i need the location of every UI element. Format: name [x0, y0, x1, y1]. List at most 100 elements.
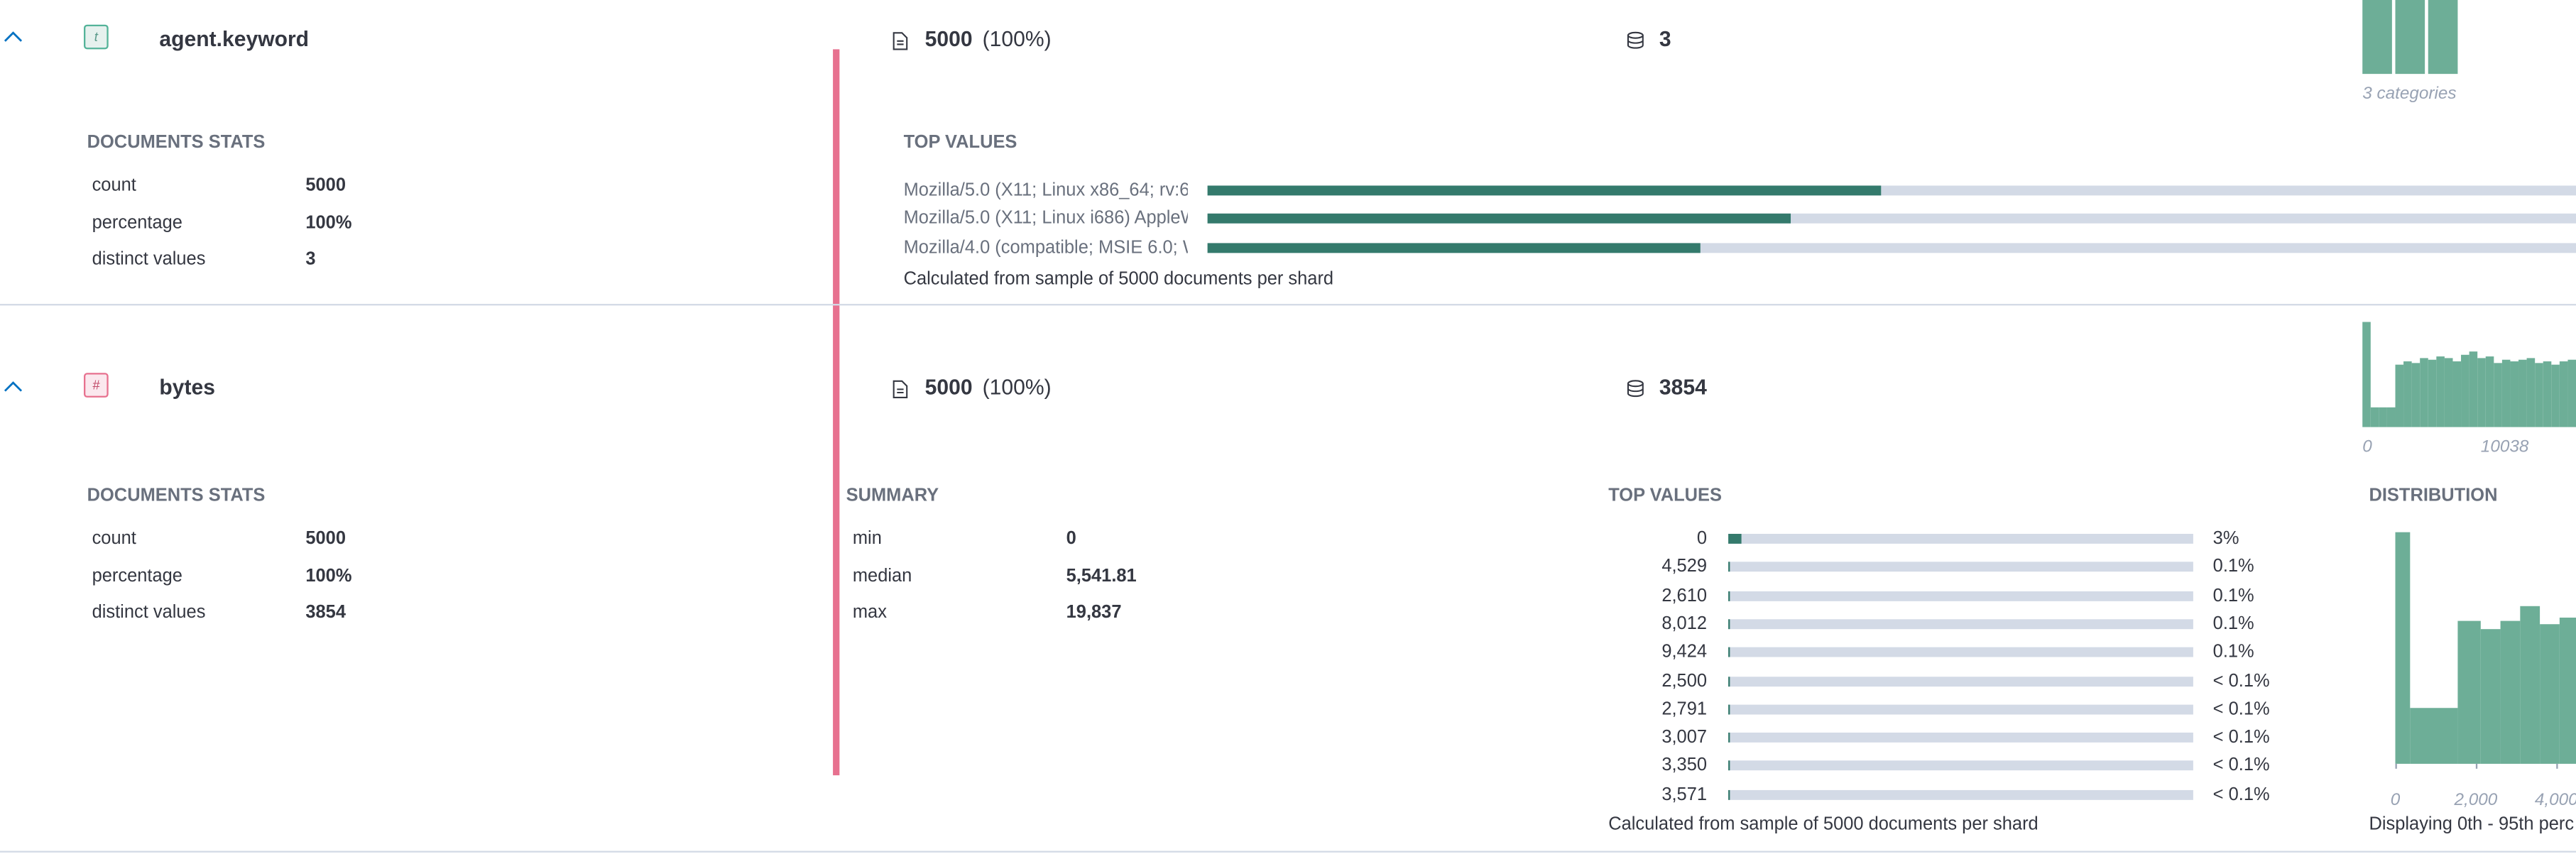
stat-label: max — [852, 603, 887, 623]
top-value-label: Mozilla/4.0 (compatible; MSIE 6.0; W — [903, 237, 1188, 258]
stat-label: distinct values — [92, 249, 206, 270]
mini-bar — [2403, 361, 2412, 427]
bar-track — [1728, 591, 2193, 601]
top-value-percent: 0.1% — [2212, 557, 2254, 577]
top-value-percent: 0.1% — [2212, 642, 2254, 662]
stat-value: 19,837 — [1066, 603, 1122, 623]
database-icon — [1627, 380, 1644, 398]
field-name: bytes — [159, 374, 216, 400]
mini-bar — [2469, 351, 2478, 427]
stat-value: 5000 — [305, 529, 346, 549]
section-title: TOP VALUES — [1608, 486, 1723, 506]
top-value-bar — [1207, 242, 1701, 253]
mini-bar — [2477, 358, 2486, 427]
histogram-bar — [2539, 624, 2560, 764]
top-value-percent: < 0.1% — [2212, 699, 2270, 719]
top-value-bar — [1207, 214, 1791, 224]
stat-label: percentage — [92, 566, 182, 586]
bar-track — [1728, 619, 2193, 629]
section-title: DOCUMENTS STATS — [87, 133, 266, 153]
top-value-percent: < 0.1% — [2212, 784, 2270, 805]
top-value-label: 2,500 — [1661, 671, 1708, 691]
histogram-bar — [2520, 606, 2540, 764]
top-value-bar — [1728, 533, 1742, 544]
histogram-bar — [2395, 532, 2411, 764]
distribution-caption: Displaying 0th - 95th perc — [2369, 814, 2575, 835]
top-value-percent: < 0.1% — [2212, 756, 2270, 777]
top-value-label: 3,571 — [1661, 784, 1708, 805]
top-value-percent: 0.1% — [2212, 586, 2254, 606]
top-value-label: 9,424 — [1661, 642, 1708, 662]
section-title: SUMMARY — [846, 486, 939, 506]
mini-bar — [2461, 354, 2469, 427]
mini-bar — [2567, 359, 2576, 427]
mini-bar — [2379, 407, 2387, 427]
mini-bar — [2518, 359, 2527, 427]
mini-bar — [2501, 359, 2511, 427]
top-value-bar — [1207, 185, 1882, 196]
mini-bar — [2428, 0, 2458, 75]
bar-track — [1728, 647, 2193, 657]
histogram-bar — [2480, 629, 2501, 764]
bar-track — [1728, 789, 2193, 800]
x-tick-label: 0 — [2390, 789, 2401, 810]
bar-track — [1728, 562, 2193, 572]
top-value-label: 0 — [1696, 529, 1708, 549]
stat-label: percentage — [92, 212, 182, 233]
section-title: DOCUMENTS STATS — [87, 486, 266, 506]
sample-note: Calculated from sample of 5000 documents… — [1608, 814, 2039, 835]
mini-bar — [2436, 356, 2445, 427]
bar-track — [1728, 533, 2193, 544]
doc-count: 5000 — [924, 374, 973, 400]
histogram-bar — [2410, 708, 2458, 764]
row-divider — [0, 850, 2576, 853]
doc-percent: (100%) — [982, 374, 1052, 400]
stat-value: 3854 — [305, 603, 346, 623]
mini-bar — [2444, 358, 2453, 427]
top-value-label: 3,007 — [1661, 728, 1708, 748]
collapse-toggle[interactable] — [4, 30, 23, 46]
sample-note: Calculated from sample of 5000 documents… — [903, 269, 1334, 290]
top-value-label: 8,012 — [1661, 614, 1708, 634]
mini-bar — [2543, 361, 2552, 427]
stat-label: median — [852, 566, 912, 586]
stat-value: 100% — [305, 212, 352, 233]
mini-bar — [2510, 361, 2519, 427]
mini-bar — [2526, 358, 2536, 427]
top-value-label: 2,791 — [1661, 699, 1708, 719]
mini-bar — [2494, 363, 2502, 427]
field-name: agent.keyword — [159, 26, 310, 51]
top-value-bar — [1728, 591, 1729, 601]
mini-bar — [2395, 364, 2404, 427]
stat-value: 100% — [305, 566, 352, 586]
stat-value: 5,541.81 — [1066, 566, 1137, 586]
top-value-bar — [1728, 647, 1729, 657]
tick-mark — [2475, 763, 2478, 769]
mini-bar — [2452, 361, 2462, 427]
mini-bar — [2559, 361, 2568, 427]
stat-label: min — [852, 529, 882, 549]
bar-track — [1728, 761, 2193, 772]
stat-value: 3 — [305, 249, 316, 270]
top-value-label: Mozilla/5.0 (X11; Linux i686) AppleW — [903, 209, 1188, 229]
stat-label: count — [92, 529, 136, 549]
tick-mark — [2395, 763, 2397, 769]
top-value-percent: < 0.1% — [2212, 728, 2270, 748]
mini-axis-label: 10038 — [2480, 437, 2529, 457]
doc-percent: (100%) — [982, 26, 1052, 51]
document-icon — [893, 32, 908, 50]
mini-axis-label: 0 — [2362, 437, 2372, 457]
mini-bar — [2370, 407, 2379, 427]
top-value-bar — [1728, 562, 1729, 572]
drag-marker — [833, 49, 840, 776]
row-divider — [0, 304, 2576, 306]
collapse-toggle[interactable] — [4, 379, 23, 395]
stat-value: 5000 — [305, 175, 346, 196]
bar-track — [1728, 704, 2193, 715]
mini-bar — [2386, 407, 2396, 427]
top-value-label: Mozilla/5.0 (X11; Linux x86_64; rv:6. — [903, 180, 1188, 201]
section-title: DISTRIBUTION — [2369, 486, 2498, 506]
type-icon: # — [84, 373, 109, 398]
